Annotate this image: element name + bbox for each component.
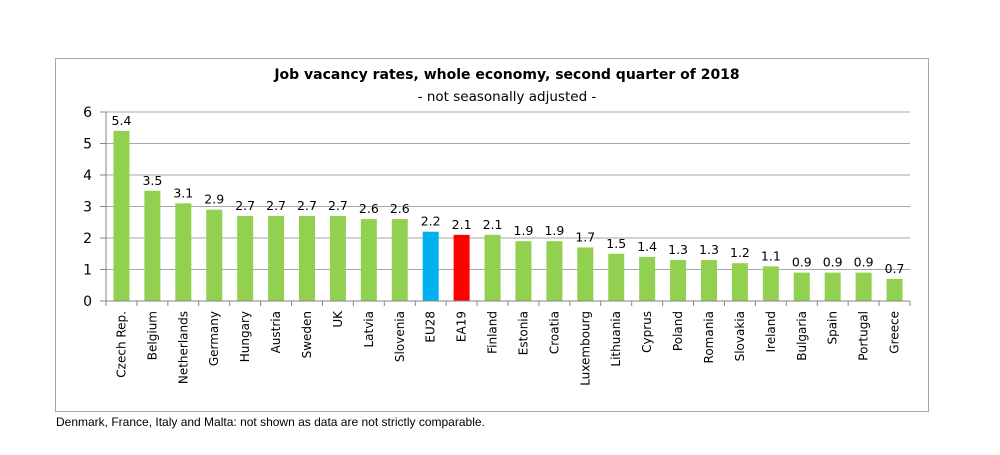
bar-uk xyxy=(329,215,346,301)
x-tick-label: UK xyxy=(331,310,345,328)
x-tick-label: Slovakia xyxy=(733,311,747,361)
x-tick-label: EU28 xyxy=(424,311,438,343)
data-label: 0.9 xyxy=(792,255,812,270)
y-tick-label: 0 xyxy=(83,294,92,310)
x-tick-label: Netherlands xyxy=(176,311,190,384)
x-tick-label: Germany xyxy=(207,311,221,366)
bar-romania xyxy=(701,260,717,301)
bar-austria xyxy=(268,215,285,301)
data-label: 0.9 xyxy=(823,255,843,270)
bar-poland xyxy=(670,260,687,301)
bar-czech-rep xyxy=(113,130,130,301)
y-tick-label: 6 xyxy=(83,105,92,121)
data-label: 1.7 xyxy=(575,229,595,244)
x-tick-label: Estonia xyxy=(516,311,530,355)
bar-greece xyxy=(886,278,903,301)
y-tick-label: 1 xyxy=(83,263,92,279)
data-label: 2.1 xyxy=(483,217,503,232)
data-label: 1.1 xyxy=(761,248,781,263)
x-tick-label: Croatia xyxy=(547,311,561,354)
x-tick-label: Bulgaria xyxy=(795,311,809,361)
data-label: 3.5 xyxy=(142,173,162,188)
x-tick-label: Czech Rep. xyxy=(114,311,128,378)
bar-estonia xyxy=(515,241,532,301)
y-tick-label: 5 xyxy=(83,137,92,153)
x-tick-label: Austria xyxy=(269,311,283,353)
bar-lithuania xyxy=(608,253,625,301)
data-label: 1.9 xyxy=(514,223,534,238)
x-tick-label: Latvia xyxy=(362,311,376,348)
x-tick-label: Luxembourg xyxy=(578,311,592,386)
x-tick-label: Spain xyxy=(826,311,840,345)
data-label: 2.6 xyxy=(359,201,379,216)
footnote: Denmark, France, Italy and Malta: not sh… xyxy=(56,415,485,429)
y-tick-label: 4 xyxy=(83,168,92,184)
data-label: 2.7 xyxy=(235,198,255,213)
data-label: 2.7 xyxy=(266,198,286,213)
bar-ea19 xyxy=(453,234,470,301)
bar-slovakia xyxy=(731,263,748,301)
x-tick-label: Greece xyxy=(888,311,902,354)
data-label: 0.7 xyxy=(885,261,905,276)
data-label: 1.3 xyxy=(668,242,688,257)
bar-bulgaria xyxy=(793,272,810,301)
bar-luxembourg xyxy=(577,247,594,301)
x-tick-label: Hungary xyxy=(238,311,252,362)
x-tick-label: Poland xyxy=(671,311,685,351)
x-tick-label: Belgium xyxy=(145,311,159,360)
x-tick-label: Finland xyxy=(486,311,500,354)
data-label: 3.1 xyxy=(173,185,193,200)
bar-ireland xyxy=(762,266,779,301)
x-tick-label: Cyprus xyxy=(640,311,654,353)
chart-title: Job vacancy rates, whole economy, second… xyxy=(273,67,739,83)
data-label: 2.9 xyxy=(204,192,224,207)
x-tick-label: Slovenia xyxy=(393,311,407,362)
data-label: 0.9 xyxy=(854,255,874,270)
data-label: 2.6 xyxy=(390,201,410,216)
bar-eu28 xyxy=(422,231,439,301)
x-tick-label: Romania xyxy=(702,311,716,363)
data-label: 5.4 xyxy=(112,113,132,128)
data-label: 2.7 xyxy=(297,198,317,213)
data-label: 1.4 xyxy=(637,239,657,254)
bar-croatia xyxy=(546,241,563,301)
bar-hungary xyxy=(237,215,254,301)
bar-spain xyxy=(824,272,841,301)
bar-netherlands xyxy=(175,203,192,301)
bar-slovenia xyxy=(391,219,408,301)
bar-cyprus xyxy=(639,256,656,301)
x-tick-label: Ireland xyxy=(764,311,778,353)
chart-subtitle: - not seasonally adjusted - xyxy=(418,89,597,105)
bar-germany xyxy=(206,209,223,301)
data-label: 2.1 xyxy=(452,217,472,232)
y-tick-label: 3 xyxy=(83,200,92,216)
bar-portugal xyxy=(855,272,872,301)
bar-latvia xyxy=(360,219,377,301)
x-tick-label: EA19 xyxy=(455,311,469,342)
data-label: 1.3 xyxy=(699,242,719,257)
data-label: 1.5 xyxy=(606,236,626,251)
x-tick-label: Sweden xyxy=(300,311,314,358)
data-label: 1.9 xyxy=(544,223,564,238)
x-tick-label: Portugal xyxy=(857,311,871,361)
bar-belgium xyxy=(144,190,161,301)
y-tick-label: 2 xyxy=(83,231,92,247)
data-label: 1.2 xyxy=(730,245,750,260)
bar-finland xyxy=(484,234,501,301)
data-label: 2.2 xyxy=(421,214,441,229)
x-tick-label: Lithuania xyxy=(609,311,623,367)
bar-sweden xyxy=(299,215,315,301)
data-label: 2.7 xyxy=(328,198,348,213)
